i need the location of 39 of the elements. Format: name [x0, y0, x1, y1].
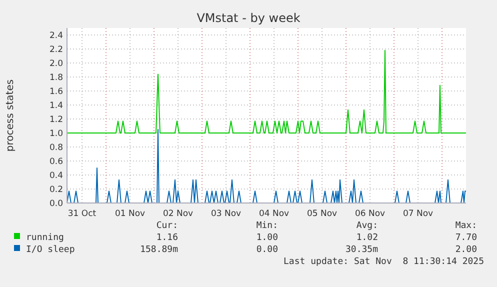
x-tick-label: 07 Nov [402, 209, 434, 219]
x-tick-label: 02 Nov [162, 209, 194, 219]
text: 2.00 [455, 245, 477, 255]
text: Avg: [356, 221, 378, 231]
x-tick-label: 04 Nov [258, 209, 290, 219]
y-tick-label: 0.6 [49, 157, 63, 167]
text: 158.89m [140, 245, 178, 255]
y-axis-title: process states [5, 79, 16, 152]
x-tick-label: 31 Oct [68, 209, 97, 219]
y-tick-label: 0.0 [49, 199, 63, 209]
line-series [66, 50, 466, 134]
x-tick-label: 06 Nov [354, 209, 386, 219]
y-tick-label: 1.2 [49, 115, 63, 125]
text: Cur: [156, 221, 178, 231]
y-tick-label: 1.4 [49, 101, 63, 111]
text: 7.70 [455, 233, 477, 243]
x-tick-label: 03 Nov [210, 209, 242, 219]
legend-label: I/O sleep [26, 245, 75, 255]
y-tick-label: 0.4 [49, 171, 63, 181]
y-tick-label: 2.2 [49, 45, 63, 55]
y-tick-label: 1.0 [49, 129, 63, 139]
y-tick-label: 2.0 [49, 59, 63, 69]
legend-label: running [26, 233, 64, 243]
text: Max: [455, 221, 477, 231]
y-tick-label: 1.6 [49, 87, 63, 97]
y-tick-label: 0.8 [49, 143, 63, 153]
text: 1.00 [256, 233, 278, 243]
text: 30.35m [345, 245, 378, 255]
x-tick-label: 01 Nov [114, 209, 146, 219]
x-tick-label: 05 Nov [306, 209, 338, 219]
chart-title: VMstat - by week [196, 11, 300, 25]
text: 1.16 [156, 233, 178, 243]
y-tick-label: 2.4 [49, 31, 63, 41]
text: 1.02 [356, 233, 378, 243]
text: 0.00 [256, 245, 278, 255]
text: Last update: Sat Nov 8 11:30:14 2025 [284, 257, 484, 267]
y-tick-label: 1.8 [49, 73, 63, 83]
text: Min: [256, 221, 278, 231]
y-tick-label: 0.2 [49, 185, 63, 195]
